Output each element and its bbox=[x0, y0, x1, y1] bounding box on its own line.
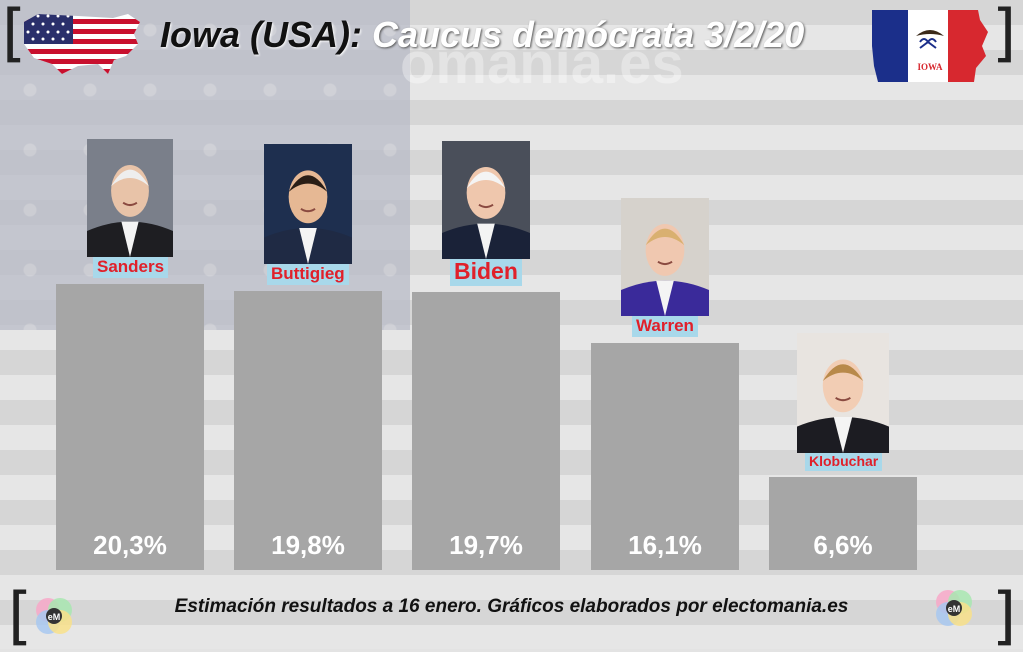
value-label-biden: 19,7% bbox=[449, 530, 523, 560]
usa-flag-map-icon bbox=[24, 14, 140, 74]
iowa-flag-map-icon: IOWA bbox=[872, 10, 988, 82]
logo-left-text: eM bbox=[48, 612, 61, 622]
footer-text: Estimación resultados a 16 enero. Gráfic… bbox=[174, 596, 849, 617]
candidate-label-biden: Biden bbox=[450, 257, 522, 286]
bar-buttigieg bbox=[234, 291, 382, 570]
value-label-sanders: 20,3% bbox=[93, 530, 167, 560]
candidate-label-warren: Warren bbox=[632, 314, 698, 337]
title-part2: Caucus demócrata 3/2/20 bbox=[372, 14, 805, 55]
value-label-warren: 16,1% bbox=[628, 530, 702, 560]
candidate-label-klobuchar: Klobuchar bbox=[805, 451, 883, 471]
portrait-klobuchar-icon bbox=[797, 333, 889, 453]
portrait-biden-icon bbox=[442, 141, 530, 259]
chart-title: Iowa (USA): Caucus demócrata 3/2/20 bbox=[160, 14, 860, 56]
electomania-logo-right-icon: eM bbox=[936, 590, 972, 626]
bar-biden bbox=[412, 292, 560, 570]
logo-right-text: eM bbox=[948, 604, 961, 614]
portrait-warren-icon bbox=[621, 198, 709, 316]
right-bracket-bottom: ] bbox=[992, 579, 1017, 652]
title-part1: Iowa (USA): bbox=[160, 14, 362, 55]
watermark: omania.es bbox=[400, 31, 684, 96]
candidate-label-buttigieg: Buttigieg bbox=[267, 262, 349, 285]
portrait-sanders-icon bbox=[87, 139, 173, 257]
value-label-klobuchar: 6,6% bbox=[813, 530, 873, 560]
bar-sanders bbox=[56, 284, 204, 570]
bar-klobuchar bbox=[769, 477, 917, 570]
right-bracket-top: ] bbox=[992, 0, 1017, 69]
bar-warren bbox=[591, 343, 739, 570]
left-bracket-bottom: [ bbox=[8, 579, 33, 652]
iowa-flag-text: IOWA bbox=[917, 62, 943, 72]
portrait-buttigieg-icon bbox=[264, 144, 352, 264]
electomania-logo-left-icon: eM bbox=[36, 598, 72, 634]
value-label-buttigieg: 19,8% bbox=[271, 530, 345, 560]
candidate-label-sanders: Sanders bbox=[93, 255, 169, 278]
left-bracket-top: [ bbox=[2, 0, 27, 69]
